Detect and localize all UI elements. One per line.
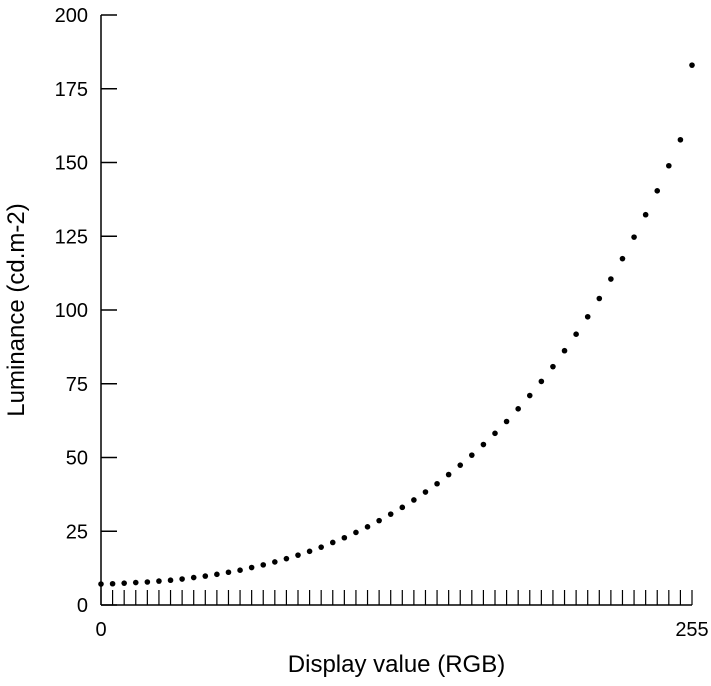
data-point bbox=[167, 577, 174, 584]
data-point bbox=[387, 511, 394, 517]
data-point bbox=[272, 559, 278, 565]
y-axis-title: Luminance (cd.m-2) bbox=[3, 203, 30, 416]
data-point bbox=[225, 569, 232, 576]
y-tick-label: 150 bbox=[55, 153, 88, 175]
data-point bbox=[642, 211, 649, 218]
data-point bbox=[457, 462, 464, 468]
data-point bbox=[619, 255, 626, 262]
data-point bbox=[295, 552, 301, 558]
data-point bbox=[561, 347, 568, 354]
data-point bbox=[156, 578, 162, 584]
y-tick-label: 25 bbox=[66, 521, 88, 543]
y-tick-label: 175 bbox=[55, 79, 88, 101]
data-point bbox=[411, 497, 417, 503]
data-point bbox=[283, 555, 290, 562]
data-point bbox=[318, 544, 324, 550]
data-point bbox=[445, 471, 452, 478]
data-point bbox=[132, 579, 139, 586]
data-point bbox=[353, 529, 359, 536]
y-tick-label: 200 bbox=[55, 5, 88, 27]
data-point bbox=[248, 564, 255, 571]
data-point bbox=[480, 441, 487, 448]
data-point bbox=[98, 581, 104, 587]
data-point bbox=[596, 295, 603, 302]
data-point bbox=[214, 571, 220, 578]
data-point bbox=[376, 517, 382, 524]
data-point bbox=[677, 136, 684, 143]
data-point bbox=[654, 188, 661, 194]
data-point bbox=[573, 331, 579, 337]
data-point bbox=[179, 576, 185, 582]
data-point bbox=[550, 363, 556, 370]
data-point bbox=[422, 489, 429, 495]
x-tick-label: 255 bbox=[675, 619, 708, 641]
x-axis-title: Display value (RGB) bbox=[288, 651, 505, 678]
data-point bbox=[469, 452, 475, 458]
data-point bbox=[260, 562, 267, 568]
data-point bbox=[109, 580, 116, 587]
data-point bbox=[503, 418, 510, 425]
y-tick-label: 0 bbox=[77, 595, 88, 617]
axes: 0 25 50 75 100 125 150 175 200 0 255 bbox=[55, 5, 709, 641]
axis-labels: Display value (RGB) Luminance (cd.m-2) bbox=[3, 203, 505, 678]
data-point bbox=[399, 504, 406, 511]
data-point bbox=[306, 548, 313, 555]
data-point bbox=[608, 276, 614, 282]
data-points bbox=[98, 62, 695, 587]
data-point bbox=[329, 539, 336, 546]
data-point bbox=[631, 234, 637, 240]
data-point bbox=[515, 406, 521, 412]
y-tick-label: 125 bbox=[55, 226, 88, 248]
data-point bbox=[538, 378, 545, 385]
data-point bbox=[202, 573, 209, 579]
data-point bbox=[341, 534, 348, 541]
data-point bbox=[689, 62, 695, 68]
data-point bbox=[492, 430, 498, 437]
data-point bbox=[144, 579, 151, 585]
data-point bbox=[526, 392, 533, 399]
y-tick-label: 50 bbox=[66, 448, 88, 470]
data-point bbox=[364, 524, 371, 530]
data-point bbox=[121, 580, 127, 586]
y-tick-label: 75 bbox=[66, 374, 88, 396]
x-tick-label: 0 bbox=[95, 619, 106, 641]
data-point bbox=[434, 480, 440, 487]
data-point bbox=[584, 313, 591, 320]
y-tick-label: 100 bbox=[55, 300, 88, 322]
data-point bbox=[237, 567, 243, 573]
data-point bbox=[666, 162, 672, 169]
data-point bbox=[190, 574, 197, 581]
